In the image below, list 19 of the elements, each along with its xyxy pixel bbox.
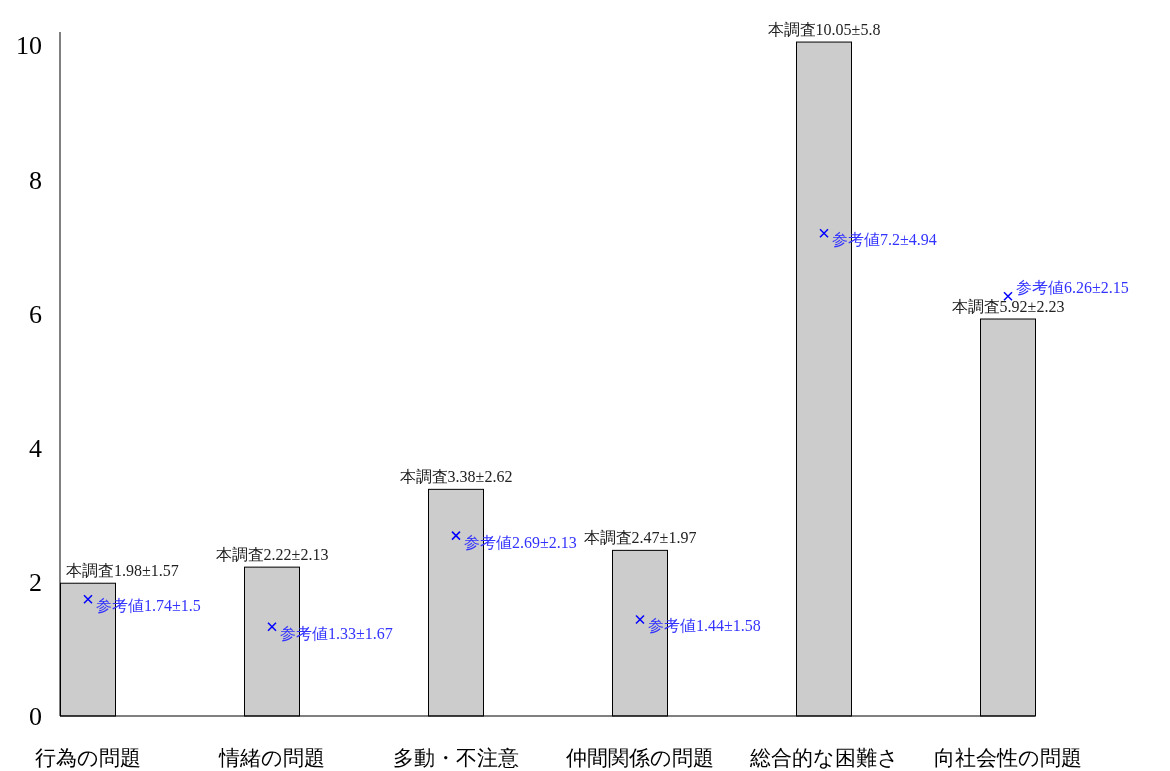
x-tick-label: 総合的な困難さ bbox=[748, 746, 899, 770]
x-tick-label: 情緒の問題 bbox=[218, 746, 325, 770]
y-tick-label: 0 bbox=[29, 702, 42, 731]
y-tick-label: 6 bbox=[29, 299, 42, 329]
x-tick-label: 多動・不注意 bbox=[393, 746, 519, 770]
y-tick-label: 2 bbox=[29, 567, 42, 597]
x-tick-label: 行為の問題 bbox=[35, 746, 141, 770]
data-label: 参考値6.26±2.15 bbox=[1016, 279, 1129, 297]
x-tick-label: 仲間関係の問題 bbox=[566, 746, 714, 770]
y-tick-label: 8 bbox=[29, 165, 42, 195]
x-tick-label: 向社会性の問題 bbox=[934, 746, 1082, 770]
data-label: 本調査5.92±2.23 bbox=[951, 298, 1065, 316]
data-label: 本調査10.05±5.8 bbox=[767, 21, 881, 39]
y-tick-label: 4 bbox=[29, 433, 42, 463]
y-tick-label: 10 bbox=[16, 31, 42, 61]
data-label: 本調査2.47±1.97 bbox=[583, 529, 697, 547]
data-label: 本調査1.98±1.57 bbox=[66, 562, 179, 580]
data-label: 本調査3.38±2.62 bbox=[399, 468, 513, 486]
data-label: 本調査2.22±2.13 bbox=[215, 546, 329, 564]
